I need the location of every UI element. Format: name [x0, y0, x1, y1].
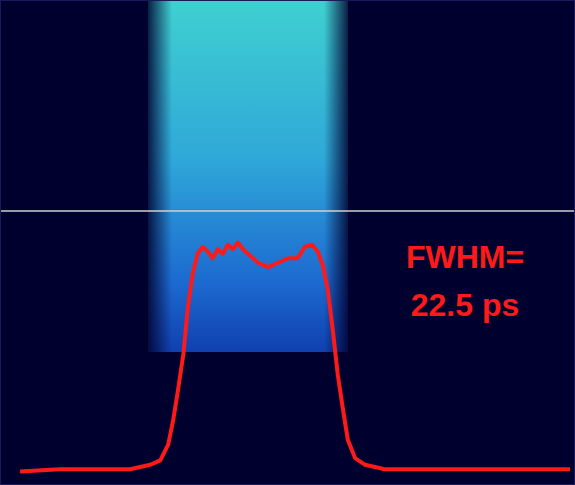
annotation-text: FWHM=	[406, 239, 524, 275]
profile-line	[20, 243, 570, 472]
annotation-text: 22.5 ps	[411, 287, 520, 323]
streak-band	[148, 0, 348, 352]
streak-band-edge	[148, 0, 348, 352]
plot-frame	[1, 1, 575, 485]
cursor-line	[0, 210, 575, 212]
plot-area	[20, 243, 570, 472]
background	[0, 0, 575, 485]
annotation: FWHM= 22.5 ps	[406, 239, 524, 323]
chart: FWHM= 22.5 ps	[0, 0, 575, 485]
